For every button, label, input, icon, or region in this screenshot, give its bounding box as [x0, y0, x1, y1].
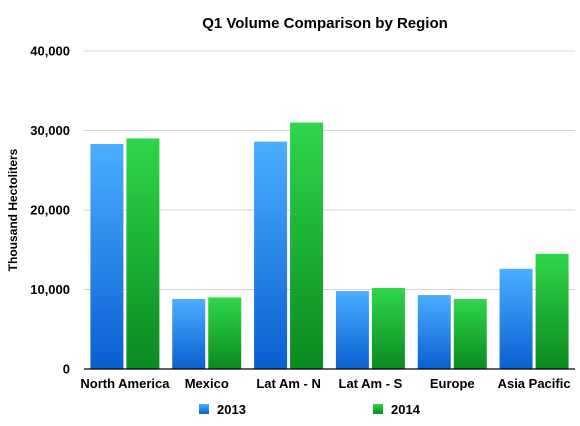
y-tick-label: 20,000 — [30, 203, 70, 218]
bar-2014-lat-am-s — [371, 287, 405, 369]
chart-title: Q1 Volume Comparison by Region — [202, 15, 448, 32]
bar-2013-mexico — [172, 299, 206, 369]
bar-2014-mexico — [208, 297, 242, 369]
y-tick-label: 0 — [63, 362, 70, 377]
category-label: Lat Am - N — [256, 376, 321, 391]
y-axis-label: Thousand Hectoliters — [6, 148, 20, 271]
bar-2013-lat-am-s — [335, 291, 369, 369]
bars — [90, 122, 569, 369]
y-tick-labels: 0 10,000 20,000 30,000 40,000 — [30, 44, 70, 377]
y-tick-label: 40,000 — [30, 44, 70, 59]
legend: 2013 2014 — [199, 402, 421, 417]
bar-2013-north-america — [90, 144, 124, 369]
category-label: North America — [80, 376, 170, 391]
y-tick-label: 10,000 — [30, 282, 70, 297]
bar-2013-europe — [417, 295, 451, 369]
category-label: Lat Am - S — [339, 376, 403, 391]
legend-label-2014: 2014 — [391, 402, 421, 417]
y-tick-label: 30,000 — [30, 123, 70, 138]
bar-2014-lat-am-n — [290, 122, 324, 369]
legend-swatch-2014 — [373, 404, 383, 414]
category-labels: North America Mexico Lat Am - N Lat Am - S E… — [80, 376, 570, 391]
category-label: Mexico — [185, 376, 229, 391]
gridlines — [84, 50, 575, 290]
bar-2013-lat-am-n — [254, 141, 288, 369]
category-label: Europe — [430, 376, 475, 391]
bar-2014-europe — [453, 299, 487, 369]
legend-label-2013: 2013 — [217, 402, 246, 417]
bar-2013-asia-pacific — [499, 268, 533, 369]
category-label: Asia Pacific — [498, 376, 571, 391]
bar-2014-asia-pacific — [535, 253, 569, 369]
legend-swatch-2013 — [199, 404, 209, 414]
bar-2014-north-america — [126, 138, 160, 369]
